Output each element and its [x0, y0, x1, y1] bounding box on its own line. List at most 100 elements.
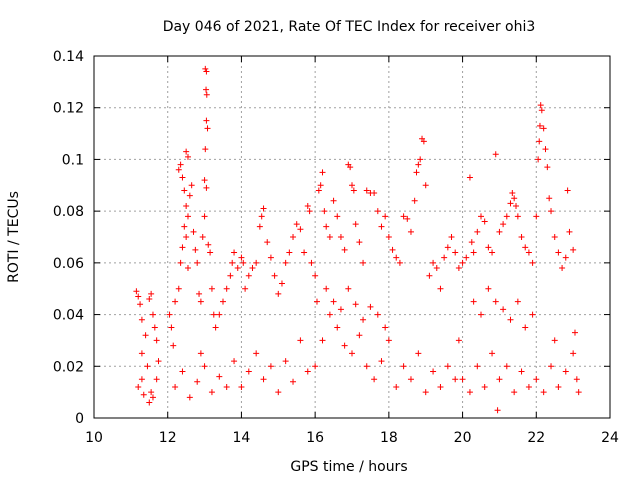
data-point — [492, 298, 499, 305]
data-point — [360, 259, 367, 266]
data-point — [452, 376, 459, 383]
data-point — [448, 234, 455, 240]
data-point — [349, 182, 355, 189]
data-point — [179, 368, 186, 375]
data-point — [452, 249, 459, 256]
data-point — [400, 213, 407, 220]
data-point — [275, 389, 282, 396]
data-point — [197, 350, 204, 357]
data-point — [146, 296, 153, 303]
data-point — [385, 337, 392, 344]
data-point — [260, 376, 267, 383]
data-point — [192, 246, 199, 253]
data-point — [201, 213, 208, 220]
data-point — [544, 164, 551, 171]
data-point — [199, 234, 206, 240]
data-point — [417, 156, 424, 163]
data-point — [175, 166, 182, 173]
data-point — [202, 146, 209, 153]
x-tick-label: 18 — [380, 430, 398, 446]
x-tick-label: 12 — [159, 430, 177, 446]
data-point — [356, 332, 363, 339]
data-point — [470, 249, 477, 256]
data-point — [148, 290, 155, 297]
data-point — [297, 337, 304, 344]
data-point — [382, 213, 389, 220]
data-point — [197, 298, 204, 305]
data-point — [533, 213, 540, 220]
data-point — [282, 358, 289, 365]
data-point — [511, 389, 518, 396]
data-point — [238, 254, 245, 261]
data-point — [536, 122, 543, 129]
data-point — [315, 187, 322, 194]
data-point — [183, 234, 190, 240]
data-point — [137, 301, 144, 308]
data-point — [489, 249, 496, 256]
data-point — [186, 192, 193, 199]
data-point — [548, 208, 555, 215]
data-point — [562, 254, 569, 261]
data-point — [172, 383, 179, 390]
data-point — [253, 350, 260, 357]
plot-frame — [93, 55, 611, 419]
data-point — [341, 246, 348, 253]
data-point — [466, 389, 473, 396]
x-tick-label: 14 — [233, 430, 251, 446]
data-point — [312, 363, 319, 370]
data-point — [481, 218, 488, 225]
data-point — [570, 350, 577, 357]
data-point — [500, 306, 507, 313]
data-point — [240, 259, 247, 266]
y-tick-label: 0.08 — [53, 204, 84, 220]
data-point — [148, 389, 155, 396]
data-point — [234, 265, 241, 272]
data-point — [537, 102, 544, 109]
data-point — [455, 337, 462, 344]
data-point — [555, 249, 562, 256]
data-point — [463, 254, 470, 261]
data-point — [474, 228, 481, 235]
data-point — [184, 213, 191, 220]
data-point — [575, 389, 582, 396]
data-point — [385, 234, 392, 240]
data-point — [400, 363, 407, 370]
data-point — [466, 174, 473, 181]
data-point — [205, 241, 212, 248]
data-point — [149, 394, 156, 401]
data-point — [223, 383, 230, 390]
data-point — [238, 383, 245, 390]
data-point — [393, 383, 400, 390]
data-point — [135, 383, 142, 390]
data-point — [503, 363, 510, 370]
data-point — [203, 117, 210, 124]
data-point — [492, 151, 499, 158]
data-point — [468, 239, 475, 246]
x-tick-label: 20 — [454, 430, 472, 446]
data-point — [360, 316, 367, 323]
data-point — [319, 169, 326, 176]
data-point — [525, 383, 532, 390]
data-point — [170, 342, 177, 349]
data-point — [253, 259, 260, 266]
data-point — [396, 259, 403, 266]
data-point — [216, 311, 223, 318]
data-point — [319, 337, 326, 344]
data-point — [415, 161, 422, 168]
data-point — [422, 182, 429, 189]
data-point — [522, 244, 529, 251]
data-point — [186, 394, 193, 401]
data-point — [518, 368, 525, 375]
data-point — [297, 226, 304, 233]
data-point — [135, 293, 142, 300]
data-point — [204, 125, 211, 132]
data-point — [317, 182, 324, 189]
data-point — [212, 324, 219, 331]
data-point — [551, 337, 558, 344]
data-point — [444, 244, 451, 251]
data-point — [546, 195, 553, 202]
data-point — [179, 174, 186, 181]
data-point — [175, 285, 182, 292]
data-point — [321, 208, 328, 215]
